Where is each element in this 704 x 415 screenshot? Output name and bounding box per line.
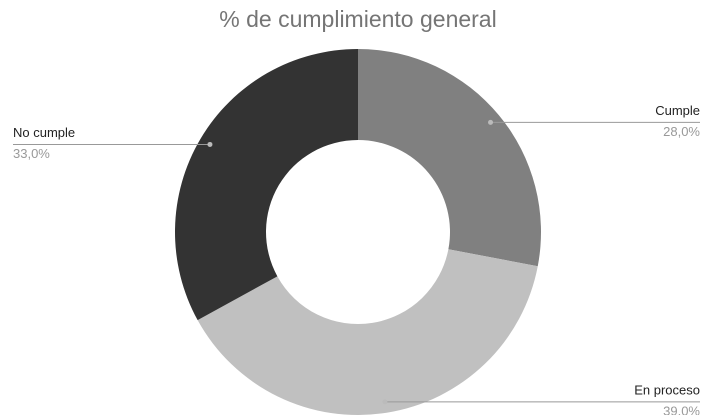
chart-title: % de cumplimiento general (219, 6, 496, 32)
slice-label: En proceso (634, 382, 700, 397)
value-label: 28,0% (663, 124, 700, 139)
slice (175, 49, 358, 321)
leader-dot (488, 119, 494, 125)
slice-label: Cumple (655, 103, 700, 118)
slice (358, 49, 541, 267)
slice (197, 249, 538, 415)
value-label: 39,0% (663, 403, 700, 415)
value-label: 33,0% (13, 146, 50, 161)
slice-label: No cumple (13, 125, 75, 140)
leader-dot (382, 399, 388, 405)
leader-dot (207, 141, 213, 147)
